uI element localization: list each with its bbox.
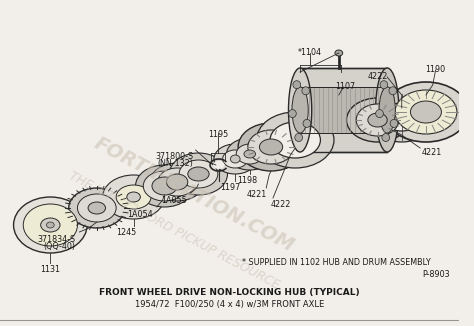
Text: 4221: 4221	[246, 190, 267, 199]
Text: 4222: 4222	[271, 200, 292, 209]
Ellipse shape	[368, 113, 387, 127]
Text: 1195: 1195	[208, 130, 228, 139]
Polygon shape	[300, 68, 387, 152]
Ellipse shape	[379, 87, 395, 133]
Circle shape	[302, 87, 310, 95]
Circle shape	[295, 134, 302, 141]
Ellipse shape	[227, 138, 273, 170]
Text: P-8903: P-8903	[422, 270, 450, 279]
Text: 1954/72  F100/250 (4 x 4) w/3M FRONT AXLE: 1954/72 F100/250 (4 x 4) w/3M FRONT AXLE	[135, 300, 324, 309]
Ellipse shape	[116, 185, 151, 209]
Ellipse shape	[356, 104, 399, 136]
Ellipse shape	[289, 68, 312, 152]
Ellipse shape	[223, 150, 248, 168]
Ellipse shape	[46, 222, 54, 228]
Text: 4222: 4222	[367, 72, 388, 81]
Ellipse shape	[369, 92, 435, 142]
Text: 1131: 1131	[40, 265, 60, 274]
Circle shape	[289, 110, 296, 118]
Ellipse shape	[213, 161, 225, 169]
Ellipse shape	[136, 165, 193, 207]
Circle shape	[390, 119, 398, 127]
Ellipse shape	[256, 112, 334, 168]
Text: * SUPPLIED IN 1102 HUB AND DRUM ASSEMBLY: * SUPPLIED IN 1102 HUB AND DRUM ASSEMBLY	[242, 258, 431, 267]
Ellipse shape	[292, 87, 308, 133]
Circle shape	[303, 119, 311, 127]
Ellipse shape	[166, 174, 188, 190]
Text: (QQ-40): (QQ-40)	[44, 242, 75, 251]
Ellipse shape	[383, 82, 468, 142]
Ellipse shape	[270, 122, 320, 158]
Ellipse shape	[335, 50, 343, 56]
Ellipse shape	[169, 153, 228, 195]
Text: 1198: 1198	[237, 176, 257, 185]
Circle shape	[380, 81, 388, 89]
Circle shape	[382, 134, 390, 141]
Text: 4221: 4221	[422, 148, 442, 157]
Ellipse shape	[69, 188, 125, 228]
Polygon shape	[300, 87, 387, 133]
Ellipse shape	[410, 101, 441, 123]
Circle shape	[389, 87, 397, 95]
Ellipse shape	[77, 194, 116, 222]
Text: *1104: *1104	[298, 48, 322, 57]
Ellipse shape	[143, 171, 186, 201]
Text: FRONT WHEEL DRIVE NON-LOCKING HUB (TYPICAL): FRONT WHEEL DRIVE NON-LOCKING HUB (TYPIC…	[99, 288, 360, 297]
Ellipse shape	[152, 177, 177, 195]
Ellipse shape	[14, 197, 87, 253]
Text: 1190: 1190	[426, 65, 446, 74]
Ellipse shape	[102, 175, 164, 219]
Ellipse shape	[236, 144, 263, 164]
Ellipse shape	[383, 103, 421, 131]
Text: 1A055: 1A055	[161, 196, 187, 205]
Ellipse shape	[158, 168, 197, 196]
Text: 1197: 1197	[220, 183, 240, 192]
Ellipse shape	[259, 139, 283, 155]
Ellipse shape	[395, 90, 457, 134]
Text: 371800-S: 371800-S	[155, 152, 193, 161]
Ellipse shape	[41, 218, 60, 232]
Ellipse shape	[244, 150, 255, 158]
Ellipse shape	[23, 204, 77, 246]
Text: 371834-S: 371834-S	[37, 235, 75, 244]
Text: THE '67- '72 FORD PICKUP RESOURCE: THE '67- '72 FORD PICKUP RESOURCE	[67, 169, 282, 291]
Ellipse shape	[188, 167, 209, 181]
Ellipse shape	[214, 144, 256, 174]
Text: 1A054: 1A054	[128, 210, 153, 219]
Text: 1245: 1245	[116, 228, 136, 237]
Circle shape	[293, 81, 301, 89]
Ellipse shape	[375, 68, 399, 152]
Ellipse shape	[88, 202, 106, 214]
Ellipse shape	[127, 192, 140, 202]
Ellipse shape	[230, 155, 240, 163]
Ellipse shape	[150, 163, 204, 201]
Text: 1107: 1107	[336, 82, 356, 91]
Text: (NN-132): (NN-132)	[158, 159, 193, 168]
Text: FORTIFICATION.COM: FORTIFICATION.COM	[91, 134, 297, 256]
Ellipse shape	[248, 130, 294, 164]
Circle shape	[376, 110, 383, 118]
Ellipse shape	[238, 123, 304, 171]
Ellipse shape	[179, 160, 218, 188]
Ellipse shape	[346, 98, 409, 142]
